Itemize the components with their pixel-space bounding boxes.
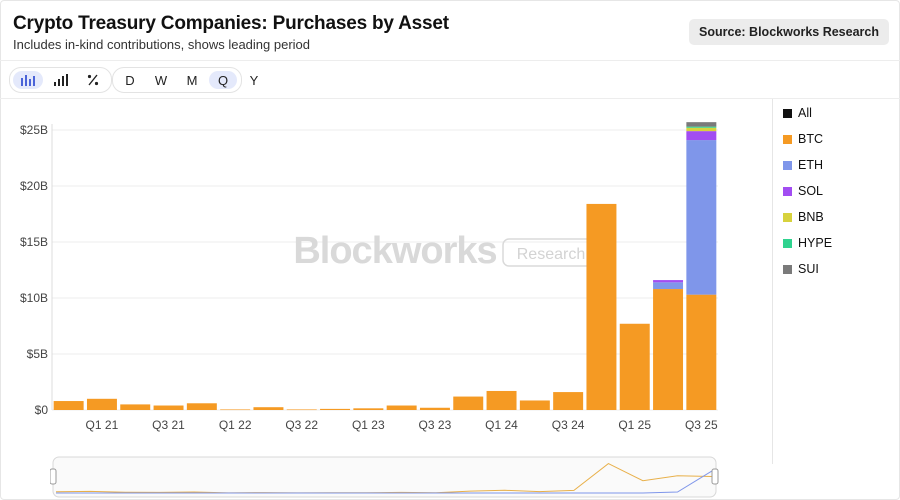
- period-toggle: D W M Q Y: [112, 67, 258, 93]
- y-tick-label: $15B: [20, 235, 48, 249]
- x-tick-label: Q1 23: [352, 418, 385, 432]
- chart-subtitle: Includes in-kind contributions, shows le…: [13, 37, 311, 52]
- chart-mode-toggle: [9, 67, 112, 93]
- bar-btc[interactable]: [686, 294, 717, 410]
- watermark-tag: Research: [517, 246, 585, 263]
- source-button[interactable]: Source: Blockworks Research: [689, 19, 889, 45]
- y-tick-label: $20B: [20, 179, 48, 193]
- legend-item-bnb[interactable]: BNB: [783, 208, 824, 226]
- legend-item-all[interactable]: All: [783, 104, 812, 122]
- percent-icon[interactable]: [78, 71, 108, 89]
- bar-btc[interactable]: [519, 400, 550, 410]
- bar-btc[interactable]: [86, 398, 117, 410]
- navigator-left-handle[interactable]: [50, 468, 57, 485]
- bar-btc[interactable]: [320, 408, 351, 410]
- legend-label: ETH: [798, 158, 823, 172]
- bar-sui[interactable]: [686, 122, 717, 127]
- x-tick-label: Q1 25: [618, 418, 651, 432]
- bar-btc[interactable]: [453, 396, 484, 410]
- period-day-button[interactable]: D: [125, 72, 135, 88]
- x-tick-label: Q3 23: [419, 418, 452, 432]
- legend-swatch: [783, 186, 792, 196]
- period-year-button[interactable]: Y: [249, 72, 259, 88]
- bar-btc[interactable]: [120, 404, 151, 410]
- bar-btc[interactable]: [586, 203, 617, 410]
- header-divider: [0, 60, 900, 61]
- legend-swatch: [783, 108, 792, 118]
- legend-swatch: [783, 264, 792, 274]
- period-month-button[interactable]: M: [186, 72, 198, 88]
- bar-series: [53, 122, 717, 411]
- legend-label: HYPE: [798, 236, 833, 250]
- bar-btc[interactable]: [619, 323, 650, 410]
- x-tick-label: Q1 21: [86, 418, 119, 432]
- bar-hype[interactable]: [686, 126, 717, 128]
- navigator-right-handle[interactable]: [711, 468, 719, 485]
- bar-btc[interactable]: [220, 409, 251, 411]
- bar-btc[interactable]: [353, 408, 384, 410]
- chart-title: Crypto Treasury Companies: Purchases by …: [13, 13, 449, 34]
- x-axis: Q1 21 Q3 21 Q1 22 Q3 22 Q1 23 Q3 23 Q1 24 Q3 24…: [86, 418, 718, 432]
- bar-btc[interactable]: [386, 405, 417, 410]
- bar-btc[interactable]: [486, 390, 517, 410]
- navigator-eth-line: [56, 470, 713, 494]
- x-tick-label: Q1 24: [485, 418, 518, 432]
- legend-swatch: [783, 160, 792, 170]
- navigator-window[interactable]: [52, 456, 717, 498]
- legend-swatch: [783, 134, 792, 144]
- x-tick-label: Q1 22: [219, 418, 252, 432]
- legend-label: All: [798, 106, 812, 120]
- bar-btc[interactable]: [653, 289, 684, 410]
- y-tick-label: $0: [35, 403, 49, 417]
- legend-item-eth[interactable]: ETH: [783, 156, 823, 174]
- watermark-brand: Blockworks: [293, 230, 496, 272]
- x-tick-label: Q3 24: [552, 418, 585, 432]
- legend-item-sui[interactable]: SUI: [783, 260, 819, 278]
- x-tick-label: Q3 22: [285, 418, 318, 432]
- legend-label: BTC: [798, 132, 823, 146]
- range-navigator: [50, 456, 719, 498]
- bar-chart-icon[interactable]: [13, 71, 43, 89]
- bar-eth[interactable]: [686, 140, 717, 295]
- legend-swatch: [783, 212, 792, 222]
- bar-bnb[interactable]: [686, 127, 717, 132]
- y-axis: $0 $5B $10B $15B $20B $25B: [20, 123, 48, 417]
- legend-swatch: [783, 238, 792, 248]
- bar-sol[interactable]: [686, 131, 717, 141]
- legend: All BTC ETH SOL BNB HYPE SUI: [772, 99, 899, 464]
- x-tick-label: Q3 25: [685, 418, 718, 432]
- bar-btc[interactable]: [186, 403, 217, 410]
- y-tick-label: $25B: [20, 123, 48, 137]
- watermark: Blockworks Research: [293, 230, 600, 272]
- legend-item-hype[interactable]: HYPE: [783, 234, 832, 252]
- bar-chart: $0 $5B $10B $15B $20B $25B Blockworks Researc…: [20, 122, 718, 432]
- legend-label: SOL: [798, 184, 824, 198]
- bar-btc[interactable]: [153, 405, 184, 410]
- bar-eth[interactable]: [653, 282, 684, 290]
- bar-btc[interactable]: [253, 407, 284, 410]
- bar-btc[interactable]: [553, 392, 584, 410]
- toolbar-divider: [0, 98, 900, 99]
- legend-label: SUI: [798, 262, 819, 276]
- y-tick-label: $5B: [27, 347, 48, 361]
- cumulative-bar-icon[interactable]: [46, 71, 76, 89]
- legend-item-btc[interactable]: BTC: [783, 130, 823, 148]
- legend-item-sol[interactable]: SOL: [783, 182, 823, 200]
- period-week-button[interactable]: W: [154, 72, 168, 88]
- y-tick-label: $10B: [20, 291, 48, 305]
- bar-btc[interactable]: [53, 401, 84, 410]
- x-tick-label: Q3 21: [152, 418, 185, 432]
- bar-btc[interactable]: [419, 407, 450, 410]
- bar-sol[interactable]: [653, 280, 684, 283]
- legend-label: BNB: [798, 210, 824, 224]
- period-quarter-button[interactable]: Q: [209, 71, 237, 89]
- bar-btc[interactable]: [286, 409, 317, 411]
